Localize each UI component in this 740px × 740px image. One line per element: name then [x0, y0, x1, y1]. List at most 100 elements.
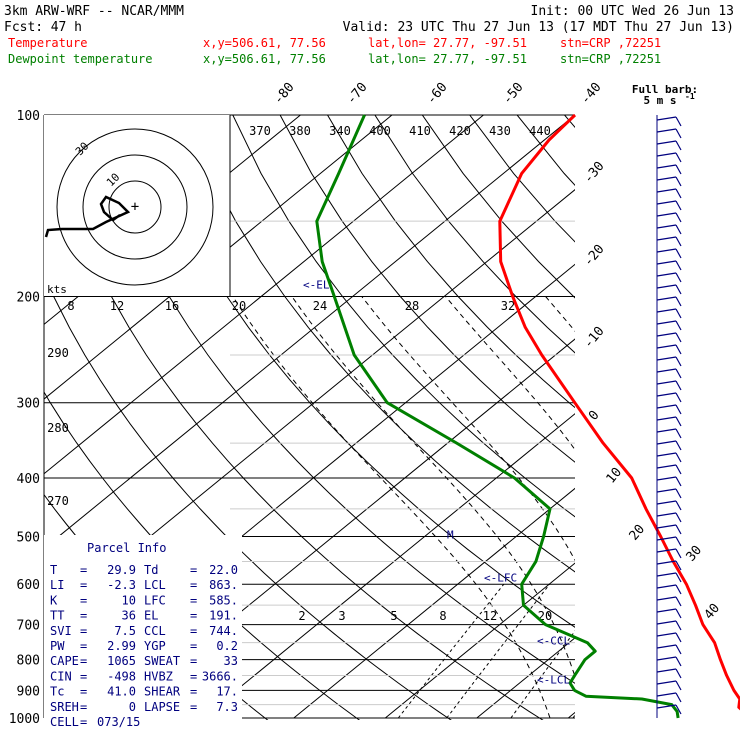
barb-shaft — [656, 308, 677, 313]
barb-shaft — [656, 248, 677, 253]
barb-shaft — [656, 416, 677, 421]
isotherm-label--40: -40 — [578, 80, 605, 108]
dry-adiabat-280 — [44, 116, 544, 720]
mixing-ratio-lines — [397, 583, 575, 719]
dry-adiabat-410 — [659, 115, 740, 731]
parcel-info-panel: Parcel Info T = 29.9 Td = 22.0 LI = -2.3 LCL = 863.… — [44, 535, 242, 729]
parcel-eq: = — [190, 624, 197, 638]
mixing-ratio-label-8: 8 — [439, 609, 446, 623]
barb-shaft — [656, 404, 677, 409]
barb-shaft — [656, 200, 677, 205]
barb-shaft — [656, 260, 677, 265]
barb-shaft — [656, 380, 677, 385]
isotherm--80 — [44, 115, 484, 475]
hodograph-ring-inner — [108, 180, 162, 234]
barb-shaft — [656, 500, 677, 505]
mixing-ratio-label-2: 2 — [298, 609, 305, 623]
dry-adiabat-270 — [44, 273, 452, 720]
parcel-key: LCL — [144, 578, 166, 592]
parcel-eq: = — [190, 578, 197, 592]
speed-label-20: 20 — [232, 299, 246, 313]
wind-barb — [656, 536, 682, 547]
parcel-eq: = — [190, 669, 197, 683]
barb-flag — [675, 152, 682, 163]
barb-shaft — [656, 536, 677, 541]
wind-barb — [656, 416, 682, 427]
theta-label-left-290: 290 — [47, 346, 69, 360]
barb-flag — [675, 272, 682, 283]
wind-barb — [656, 560, 682, 571]
wind-barb — [656, 368, 682, 379]
parcel-eq: = — [80, 563, 87, 577]
dry-adiabat-320 — [232, 115, 575, 518]
isotherm-label--60: -60 — [424, 80, 451, 108]
barb-flag — [675, 536, 682, 547]
barb-shaft — [656, 668, 677, 673]
barb-shaft — [656, 692, 677, 697]
wind-scale-value: 5 m s — [643, 94, 676, 107]
barb-flag — [675, 320, 682, 331]
dewpoint-line — [315, 114, 680, 719]
wind-barb — [656, 380, 682, 391]
barb-flag — [675, 212, 682, 223]
pressure-label-900: 900 — [17, 684, 40, 699]
parcel-value: 2.99 — [107, 639, 136, 653]
parcel-row: PW = 2.99 YGP = 0.2 — [50, 639, 238, 653]
isotherm--30 — [201, 413, 575, 719]
parcel-row: CELL = 073/15 — [50, 715, 140, 729]
barb-shaft — [656, 368, 677, 373]
parcel-key: CELL — [50, 715, 79, 729]
speed-label-12: 12 — [110, 299, 124, 313]
hodograph-center: + — [131, 199, 139, 215]
speed-label-28: 28 — [405, 299, 419, 313]
wind-barb — [656, 596, 682, 607]
parcel-value: 36 — [122, 609, 136, 623]
mixing-ratio-label-5: 5 — [390, 609, 397, 623]
isotherm-label-40: 40 — [702, 601, 724, 623]
wind-barb — [656, 704, 682, 715]
theta-label-top-410: 410 — [409, 124, 431, 138]
wind-barb — [656, 224, 682, 235]
barb-flag — [675, 596, 682, 607]
parcel-eq: = — [190, 685, 197, 699]
barb-shaft — [656, 344, 677, 349]
parcel-row: SVI = 7.5 CCL = 744. — [50, 624, 238, 638]
wind-barb — [656, 608, 682, 619]
parcel-eq: = — [80, 654, 87, 668]
wind-barb — [656, 272, 682, 283]
isotherm--90 — [44, 115, 393, 400]
isotherm-label-20: 20 — [627, 522, 649, 544]
wind-barb — [656, 644, 682, 655]
theta-label-top-440: 440 — [529, 124, 551, 138]
marker-lcl: <-LCL — [537, 673, 570, 686]
barb-shaft — [656, 332, 677, 337]
barb-flag — [675, 164, 682, 175]
pressure-label-400: 400 — [17, 472, 40, 487]
pressure-label-500: 500 — [17, 530, 40, 545]
barb-shaft — [656, 644, 677, 649]
barb-shaft — [656, 704, 677, 709]
hodograph-background — [44, 115, 230, 296]
barb-shaft — [656, 620, 677, 625]
barb-shaft — [656, 224, 677, 229]
moist-adiabat-12 — [291, 296, 575, 678]
wind-barb — [656, 572, 682, 583]
parcel-value: 17. — [216, 685, 238, 699]
barb-shaft — [656, 548, 677, 553]
parcel-value: 33 — [224, 654, 238, 668]
barb-flag — [675, 512, 682, 523]
barb-shaft — [656, 116, 677, 121]
parcel-value: 744. — [209, 624, 238, 638]
parcel-row: CIN = -498 HVBZ = 3666. — [50, 669, 238, 683]
wind-barb — [656, 128, 682, 139]
isotherm-label--50: -50 — [500, 80, 527, 108]
mixing-ratio-label-3: 3 — [338, 609, 345, 623]
barb-flag — [675, 332, 682, 343]
parcel-key: LFC — [144, 593, 166, 607]
wind-barb — [656, 332, 682, 343]
barb-flag — [675, 404, 682, 415]
parcel-value: 0.2 — [216, 639, 238, 653]
barb-flag — [675, 668, 682, 679]
parcel-value: 1065 — [107, 654, 136, 668]
